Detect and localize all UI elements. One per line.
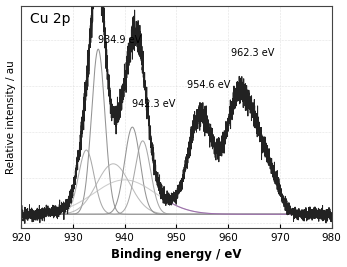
- Text: 962.3 eV: 962.3 eV: [231, 48, 274, 58]
- Text: Cu 2p: Cu 2p: [31, 12, 71, 26]
- Text: 942.3 eV: 942.3 eV: [132, 99, 176, 109]
- Text: 934.9 eV: 934.9 eV: [98, 34, 142, 45]
- Y-axis label: Relative intensity / au: Relative intensity / au: [6, 60, 16, 174]
- Text: 954.6 eV: 954.6 eV: [187, 80, 230, 91]
- X-axis label: Binding energy / eV: Binding energy / eV: [111, 249, 242, 261]
